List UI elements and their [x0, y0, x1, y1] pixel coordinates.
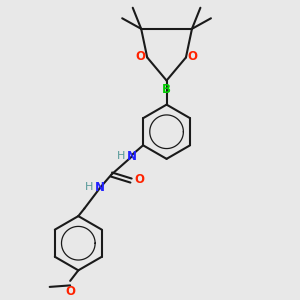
Text: O: O: [188, 50, 197, 63]
Text: O: O: [135, 173, 145, 187]
Text: B: B: [162, 83, 171, 96]
Text: O: O: [65, 285, 75, 298]
Text: N: N: [95, 181, 105, 194]
Text: H: H: [117, 152, 125, 161]
Text: O: O: [136, 50, 146, 63]
Text: H: H: [85, 182, 93, 193]
Text: N: N: [127, 150, 137, 163]
